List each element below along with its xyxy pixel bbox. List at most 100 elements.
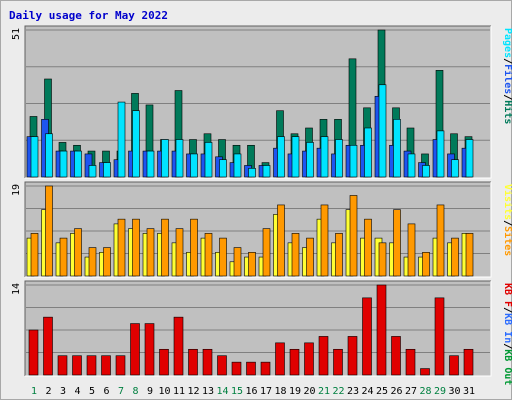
bar-kb-f-day-9 (144, 323, 155, 376)
x-tick-label: 2 (45, 386, 51, 397)
panel-frame-light (25, 26, 492, 179)
bar-kb-f-day-15 (231, 361, 242, 376)
bar-sites-day-24 (364, 218, 372, 277)
x-tick-label: 17 (260, 386, 272, 397)
bar-pages-day-3 (59, 150, 68, 178)
bar-pages-day-24 (364, 127, 372, 178)
bar-sites-day-10 (161, 218, 169, 277)
bar-kb-f-day-7 (115, 355, 126, 376)
bar-sites-day-3 (59, 237, 68, 277)
x-tick-label: 30 (448, 386, 460, 397)
bar-sites-day-7 (117, 218, 126, 277)
bar-sites-day-28 (422, 252, 430, 277)
x-tick-label: 22 (332, 386, 344, 397)
bar-sites-day-25 (378, 242, 387, 277)
bar-kb-f-day-18 (275, 342, 285, 376)
legend-entry: Files (502, 64, 512, 94)
bar-kb-f-day-12 (188, 348, 198, 376)
bar-pages-day-15 (233, 153, 242, 178)
bar-sites-day-27 (407, 223, 416, 277)
bar-kb-f-day-26 (391, 336, 401, 376)
bar-pages-day-2 (45, 133, 53, 178)
bar-sites-day-6 (103, 247, 111, 277)
x-tick-label: 25 (376, 386, 388, 397)
bar-sites-day-16 (248, 252, 256, 277)
bar-sites-day-23 (349, 195, 358, 277)
x-tick-label: 9 (147, 386, 153, 397)
x-tick-label: 6 (103, 386, 109, 397)
x-tick-label: 13 (202, 386, 214, 397)
bar-pages-day-25 (378, 84, 387, 178)
bar-kb-f-day-24 (362, 297, 372, 376)
bar-kb-f-day-13 (202, 348, 213, 376)
x-tick-label: 18 (274, 386, 286, 397)
chart-title: Daily usage for May 2022 (9, 9, 168, 22)
bar-sites-day-8 (132, 218, 140, 277)
bar-sites-day-13 (204, 233, 213, 277)
bar-sites-day-2 (45, 185, 53, 277)
panel-frame-dark (24, 280, 491, 376)
bar-pages-day-28 (422, 165, 430, 178)
legend-entry: / (502, 94, 512, 100)
legend-entry: Hits (502, 100, 512, 124)
bar-pages-day-12 (190, 153, 198, 178)
bar-pages-day-17 (262, 165, 271, 178)
bar-sites-day-18 (277, 204, 285, 277)
panel-frame-light (25, 281, 492, 377)
bar-pages-day-18 (277, 136, 285, 178)
bar-sites-day-21 (320, 204, 329, 277)
bar-sites-day-29 (436, 204, 445, 277)
bar-kb-f-day-5 (86, 355, 97, 376)
x-tick-label: 29 (434, 386, 446, 397)
bar-sites-day-11 (175, 228, 184, 277)
bar-kb-f-day-25 (376, 284, 387, 376)
legend-entry: Sites (502, 226, 512, 256)
x-tick-label: 16 (245, 386, 257, 397)
bar-pages-day-20 (306, 142, 314, 178)
legend-entry: KB Out (502, 349, 512, 385)
bar-pages-day-13 (204, 142, 213, 178)
bar-pages-day-26 (393, 119, 401, 178)
panel-legend: Visits/Sites (502, 184, 512, 256)
bar-kb-f-day-22 (333, 348, 343, 376)
bar-pages-day-4 (74, 150, 82, 178)
bar-sites-day-30 (451, 237, 459, 277)
x-tick-label: 12 (187, 386, 199, 397)
panel-hits-files-pages: 51 Pages/Files/Hits (11, 25, 512, 179)
bar-pages-day-22 (335, 139, 343, 178)
legend-entry: / (502, 343, 512, 349)
bar-kb-f-day-10 (159, 348, 169, 376)
bar-sites-day-20 (306, 237, 314, 277)
panel-sites-visits: 19 Visits/Sites (11, 181, 512, 278)
bar-pages-day-29 (436, 130, 445, 178)
bar-sites-day-1 (30, 233, 39, 277)
x-tick-label: 10 (158, 386, 170, 397)
bar-kb-f-day-21 (318, 336, 329, 376)
bar-pages-day-10 (161, 139, 169, 178)
x-tick-label: 8 (132, 386, 138, 397)
legend-entry: KB In (502, 313, 512, 343)
legend-entry: / (502, 307, 512, 313)
bar-kb-f-day-16 (246, 361, 256, 376)
x-tick-label: 3 (60, 386, 66, 397)
x-tick-label: 7 (118, 386, 124, 397)
bar-kb-f-day-11 (173, 316, 184, 376)
bar-sites-day-14 (219, 237, 227, 277)
bar-kb-f-day-1 (28, 329, 39, 376)
bar-pages-day-23 (349, 144, 358, 178)
bar-pages-day-11 (175, 139, 184, 178)
x-tick-label: 23 (347, 386, 359, 397)
x-tick-label: 20 (303, 386, 315, 397)
bar-pages-day-9 (146, 150, 155, 178)
bar-kb-f-day-14 (217, 355, 227, 376)
y-max-label: 14 (11, 283, 22, 295)
bar-kb-f-day-27 (405, 348, 416, 376)
bar-pages-day-16 (248, 168, 256, 178)
x-tick-label: 31 (463, 386, 475, 397)
panel-frame-dark (24, 25, 491, 178)
y-max-label: 51 (11, 28, 22, 40)
bar-pages-day-8 (132, 110, 140, 178)
x-tick-label: 19 (289, 386, 301, 397)
legend-entry: Pages (502, 28, 512, 58)
